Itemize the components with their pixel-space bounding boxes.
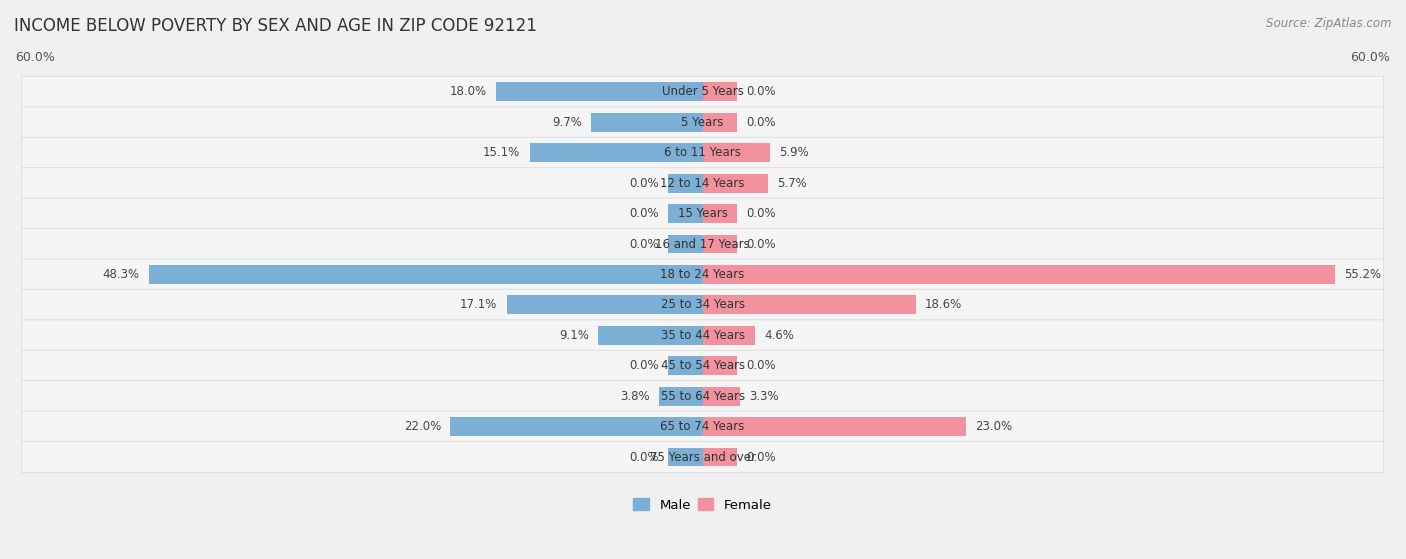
Text: 55 to 64 Years: 55 to 64 Years bbox=[661, 390, 745, 402]
Bar bbox=[703, 448, 737, 467]
Bar bbox=[703, 417, 966, 436]
Text: 55.2%: 55.2% bbox=[1344, 268, 1382, 281]
Text: 0.0%: 0.0% bbox=[747, 238, 776, 250]
Text: 35 to 44 Years: 35 to 44 Years bbox=[661, 329, 745, 342]
Text: 15 Years: 15 Years bbox=[678, 207, 727, 220]
Bar bbox=[703, 235, 737, 253]
Bar bbox=[703, 204, 737, 223]
FancyBboxPatch shape bbox=[21, 442, 1384, 472]
Text: 0.0%: 0.0% bbox=[630, 451, 659, 463]
Text: 0.0%: 0.0% bbox=[747, 359, 776, 372]
Bar bbox=[703, 326, 755, 345]
Text: 75 Years and over: 75 Years and over bbox=[650, 451, 755, 463]
Text: 48.3%: 48.3% bbox=[103, 268, 141, 281]
Text: 17.1%: 17.1% bbox=[460, 299, 498, 311]
Bar bbox=[496, 83, 703, 101]
Bar bbox=[668, 356, 703, 375]
Text: 18 to 24 Years: 18 to 24 Years bbox=[661, 268, 745, 281]
Bar bbox=[703, 174, 768, 193]
Bar bbox=[703, 356, 737, 375]
FancyBboxPatch shape bbox=[21, 107, 1384, 138]
Bar bbox=[668, 204, 703, 223]
Text: 60.0%: 60.0% bbox=[1350, 51, 1391, 64]
Bar bbox=[703, 265, 1336, 284]
Bar bbox=[703, 113, 737, 132]
Bar bbox=[506, 296, 703, 314]
Text: 0.0%: 0.0% bbox=[747, 116, 776, 129]
Text: 9.7%: 9.7% bbox=[553, 116, 582, 129]
Bar bbox=[703, 296, 915, 314]
FancyBboxPatch shape bbox=[21, 77, 1384, 107]
Text: 23.0%: 23.0% bbox=[976, 420, 1012, 433]
Bar bbox=[668, 448, 703, 467]
Text: 0.0%: 0.0% bbox=[747, 207, 776, 220]
Text: 0.0%: 0.0% bbox=[747, 86, 776, 98]
Bar bbox=[659, 387, 703, 406]
Text: 0.0%: 0.0% bbox=[630, 177, 659, 190]
Bar bbox=[599, 326, 703, 345]
FancyBboxPatch shape bbox=[21, 350, 1384, 381]
Bar bbox=[703, 143, 770, 162]
Text: 15.1%: 15.1% bbox=[484, 146, 520, 159]
Text: 0.0%: 0.0% bbox=[630, 207, 659, 220]
Text: 0.0%: 0.0% bbox=[747, 451, 776, 463]
Text: Source: ZipAtlas.com: Source: ZipAtlas.com bbox=[1267, 17, 1392, 30]
FancyBboxPatch shape bbox=[21, 168, 1384, 198]
Text: 18.6%: 18.6% bbox=[925, 299, 962, 311]
Text: 16 and 17 Years: 16 and 17 Years bbox=[655, 238, 749, 250]
Bar bbox=[703, 83, 737, 101]
Text: 3.8%: 3.8% bbox=[620, 390, 650, 402]
FancyBboxPatch shape bbox=[21, 411, 1384, 442]
FancyBboxPatch shape bbox=[21, 229, 1384, 259]
FancyBboxPatch shape bbox=[21, 290, 1384, 320]
Text: 25 to 34 Years: 25 to 34 Years bbox=[661, 299, 745, 311]
Text: 6 to 11 Years: 6 to 11 Years bbox=[664, 146, 741, 159]
Bar bbox=[450, 417, 703, 436]
Bar bbox=[703, 387, 741, 406]
Text: 65 to 74 Years: 65 to 74 Years bbox=[661, 420, 745, 433]
Text: 0.0%: 0.0% bbox=[630, 359, 659, 372]
Bar bbox=[530, 143, 703, 162]
Text: 5 Years: 5 Years bbox=[682, 116, 724, 129]
Text: Under 5 Years: Under 5 Years bbox=[662, 86, 744, 98]
Text: 18.0%: 18.0% bbox=[450, 86, 486, 98]
FancyBboxPatch shape bbox=[21, 320, 1384, 351]
Text: 5.7%: 5.7% bbox=[778, 177, 807, 190]
Bar bbox=[668, 174, 703, 193]
Text: 3.3%: 3.3% bbox=[749, 390, 779, 402]
Text: 9.1%: 9.1% bbox=[560, 329, 589, 342]
Bar bbox=[149, 265, 703, 284]
FancyBboxPatch shape bbox=[21, 259, 1384, 290]
Bar bbox=[668, 235, 703, 253]
Legend: Male, Female: Male, Female bbox=[628, 493, 778, 517]
FancyBboxPatch shape bbox=[21, 381, 1384, 412]
Text: 4.6%: 4.6% bbox=[765, 329, 794, 342]
Text: 60.0%: 60.0% bbox=[15, 51, 55, 64]
Bar bbox=[592, 113, 703, 132]
FancyBboxPatch shape bbox=[21, 138, 1384, 168]
Text: 22.0%: 22.0% bbox=[404, 420, 441, 433]
Text: 12 to 14 Years: 12 to 14 Years bbox=[661, 177, 745, 190]
Text: 0.0%: 0.0% bbox=[630, 238, 659, 250]
Text: 5.9%: 5.9% bbox=[779, 146, 808, 159]
Text: INCOME BELOW POVERTY BY SEX AND AGE IN ZIP CODE 92121: INCOME BELOW POVERTY BY SEX AND AGE IN Z… bbox=[14, 17, 537, 35]
Text: 45 to 54 Years: 45 to 54 Years bbox=[661, 359, 745, 372]
FancyBboxPatch shape bbox=[21, 198, 1384, 229]
